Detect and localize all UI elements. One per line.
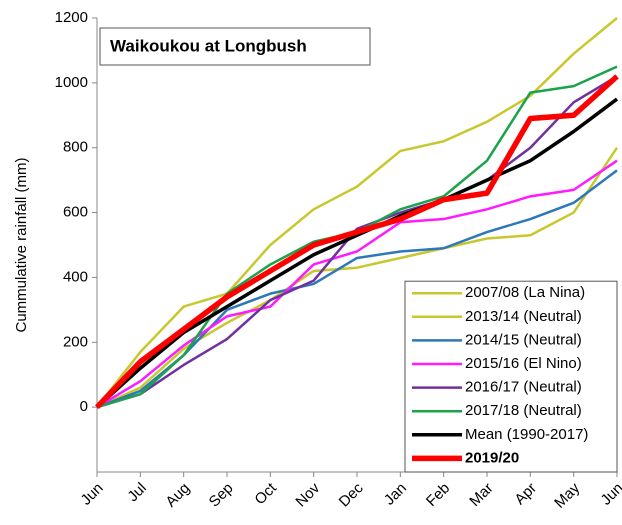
- y-axis-label: Cummulative rainfall (mm): [13, 157, 30, 332]
- line-series: [96, 159, 618, 409]
- x-tick-label: Mar: [466, 480, 496, 510]
- x-tick-label: Jun: [598, 480, 622, 509]
- legend-label: 2015/16 (El Nino): [465, 355, 582, 372]
- y-tick-label: 200: [63, 333, 88, 350]
- x-tick-label: Jun: [78, 480, 107, 509]
- chart-title: Waikoukou at Longbush: [110, 36, 307, 55]
- x-tick-label: Feb: [423, 480, 453, 510]
- x-tick-label: Jan: [381, 480, 410, 509]
- y-tick-label: 800: [63, 139, 88, 156]
- line-series: [96, 75, 618, 409]
- x-tick-label: Sep: [206, 480, 237, 511]
- legend-label: 2019/20: [465, 449, 519, 466]
- legend-label: 2017/18 (Neutral): [465, 402, 582, 419]
- line-series: [96, 147, 619, 409]
- x-tick-label: Jul: [124, 480, 150, 506]
- x-tick-label: May: [551, 479, 583, 511]
- legend-label: 2014/15 (Neutral): [465, 331, 582, 348]
- x-tick-label: Oct: [251, 479, 280, 508]
- legend-box: [404, 280, 618, 473]
- line-series: [95, 74, 619, 410]
- y-tick-label: 1200: [55, 9, 88, 26]
- legend-label: 2016/17 (Neutral): [465, 379, 582, 396]
- legend-label: 2013/14 (Neutral): [465, 308, 582, 325]
- x-tick-label: Dec: [336, 479, 367, 510]
- line-series: [96, 17, 618, 408]
- legend-label: 2007/08 (La Nina): [465, 284, 585, 301]
- legend-label: Mean (1990-2017): [465, 426, 588, 443]
- x-tick-label: Aug: [162, 480, 193, 511]
- y-tick-label: 400: [63, 268, 88, 285]
- y-tick-label: 1000: [55, 74, 88, 91]
- y-tick-label: 600: [63, 204, 88, 221]
- y-tick-label: 0: [80, 398, 88, 415]
- x-tick-label: Apr: [511, 480, 540, 509]
- x-tick-label: Nov: [292, 479, 323, 510]
- title-box: [99, 27, 371, 66]
